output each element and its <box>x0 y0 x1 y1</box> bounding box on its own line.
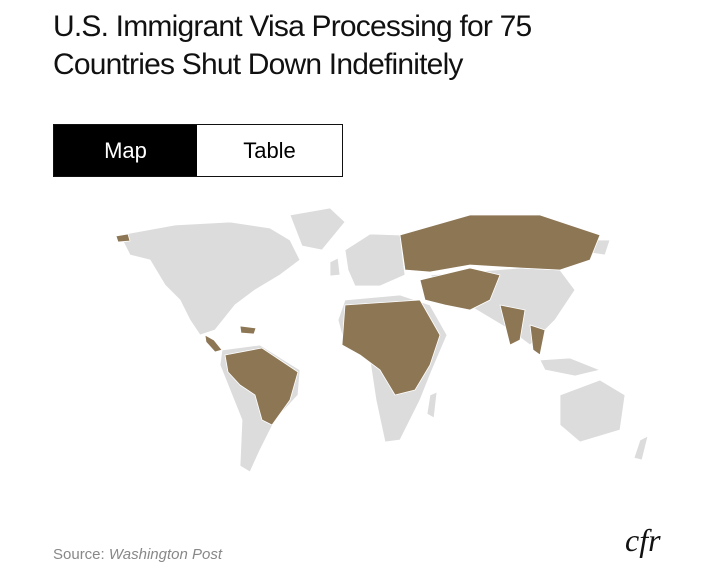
title: U.S. Immigrant Visa Processing for 75 Co… <box>53 10 532 81</box>
affected-countries <box>115 214 601 426</box>
source-label: Source: <box>53 546 105 563</box>
logo: cfr <box>625 522 661 558</box>
world-map <box>115 207 649 473</box>
tab[interactable]: Map <box>54 125 197 176</box>
view-tabs: Map Table <box>53 124 343 177</box>
source-name: Washington Post <box>108 546 222 563</box>
tab[interactable]: Table <box>243 137 296 163</box>
source: Source: Washington Post <box>53 546 222 563</box>
